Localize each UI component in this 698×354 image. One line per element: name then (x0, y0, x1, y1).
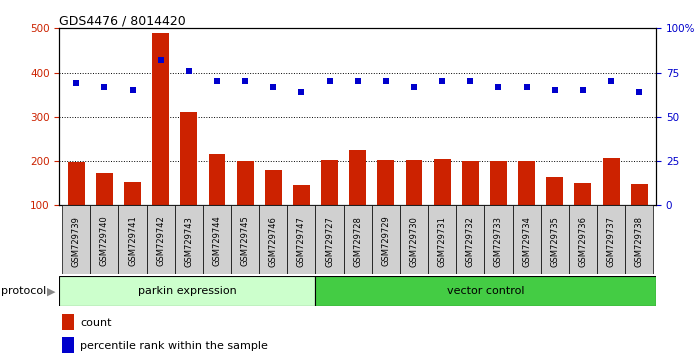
Text: GSM729731: GSM729731 (438, 216, 447, 267)
Point (605, 79, 616, 84)
Text: parkin expression: parkin expression (138, 286, 237, 296)
Text: GSM729735: GSM729735 (550, 216, 559, 267)
Bar (406, 160, 422, 205)
Text: GSM729738: GSM729738 (634, 216, 644, 267)
Bar (315, 276, 656, 306)
Text: GSM729734: GSM729734 (522, 216, 531, 267)
Bar (625, 205, 653, 274)
Bar (321, 160, 338, 205)
Bar (400, 205, 428, 274)
Bar (62, 314, 74, 331)
Bar (512, 205, 541, 274)
Bar (428, 205, 456, 274)
Text: GSM729744: GSM729744 (212, 216, 221, 267)
Bar (288, 205, 315, 274)
Point (324, 79, 335, 84)
Text: GSM729732: GSM729732 (466, 216, 475, 267)
Point (436, 79, 447, 84)
Bar (174, 205, 203, 274)
Bar (237, 161, 253, 205)
Bar (349, 150, 366, 205)
Point (239, 79, 251, 84)
Bar (631, 184, 648, 205)
Bar (209, 154, 225, 205)
Bar (96, 173, 113, 205)
Bar (68, 162, 84, 205)
Point (493, 84, 504, 90)
Bar (372, 205, 400, 274)
Point (521, 84, 532, 90)
Point (465, 79, 476, 84)
Point (352, 79, 363, 84)
Text: GSM729733: GSM729733 (494, 216, 503, 267)
Text: GSM729743: GSM729743 (184, 216, 193, 267)
Text: GSM729741: GSM729741 (128, 216, 137, 267)
Bar (378, 160, 394, 205)
Text: GSM729739: GSM729739 (72, 216, 81, 267)
Text: count: count (80, 318, 112, 328)
Point (634, 89, 645, 95)
Bar (574, 183, 591, 205)
Text: GDS4476 / 8014420: GDS4476 / 8014420 (59, 14, 186, 27)
Bar (59, 276, 315, 306)
Text: GSM729727: GSM729727 (325, 216, 334, 267)
Bar (602, 158, 620, 205)
Text: GSM729746: GSM729746 (269, 216, 278, 267)
Bar (90, 205, 119, 274)
Bar (597, 205, 625, 274)
Bar (203, 205, 231, 274)
Text: GSM729737: GSM729737 (607, 216, 616, 267)
Text: GSM729730: GSM729730 (410, 216, 419, 267)
Text: GSM729745: GSM729745 (241, 216, 250, 267)
Point (127, 87, 138, 93)
Bar (462, 161, 479, 205)
Text: ▶: ▶ (47, 286, 56, 296)
Bar (265, 170, 282, 205)
Bar (293, 184, 310, 205)
Bar (518, 161, 535, 205)
Bar (569, 205, 597, 274)
Text: GSM729740: GSM729740 (100, 216, 109, 267)
Point (211, 79, 223, 84)
Bar (62, 205, 90, 274)
Point (549, 87, 560, 93)
Bar (547, 177, 563, 205)
Bar (343, 205, 372, 274)
Bar (456, 205, 484, 274)
Point (577, 87, 588, 93)
Bar (231, 205, 259, 274)
Point (380, 79, 392, 84)
Bar (541, 205, 569, 274)
Bar (124, 182, 141, 205)
Bar (315, 205, 343, 274)
Text: percentile rank within the sample: percentile rank within the sample (80, 341, 268, 351)
Bar (119, 205, 147, 274)
Text: protocol: protocol (1, 286, 47, 296)
Bar (180, 113, 198, 205)
Point (408, 84, 419, 90)
Text: GSM729742: GSM729742 (156, 216, 165, 267)
Bar (147, 205, 174, 274)
Text: GSM729736: GSM729736 (579, 216, 588, 267)
Bar (152, 33, 169, 205)
Bar (433, 159, 451, 205)
Point (268, 84, 279, 90)
Bar (484, 205, 512, 274)
Point (70, 80, 82, 86)
Point (184, 68, 195, 74)
Text: vector control: vector control (447, 286, 524, 296)
Bar (259, 205, 288, 274)
Point (99, 84, 110, 90)
Text: GSM729747: GSM729747 (297, 216, 306, 267)
Text: GSM729728: GSM729728 (353, 216, 362, 267)
Text: GSM729729: GSM729729 (381, 216, 390, 267)
Bar (62, 337, 74, 353)
Point (296, 89, 307, 95)
Point (155, 57, 166, 63)
Bar (490, 161, 507, 205)
